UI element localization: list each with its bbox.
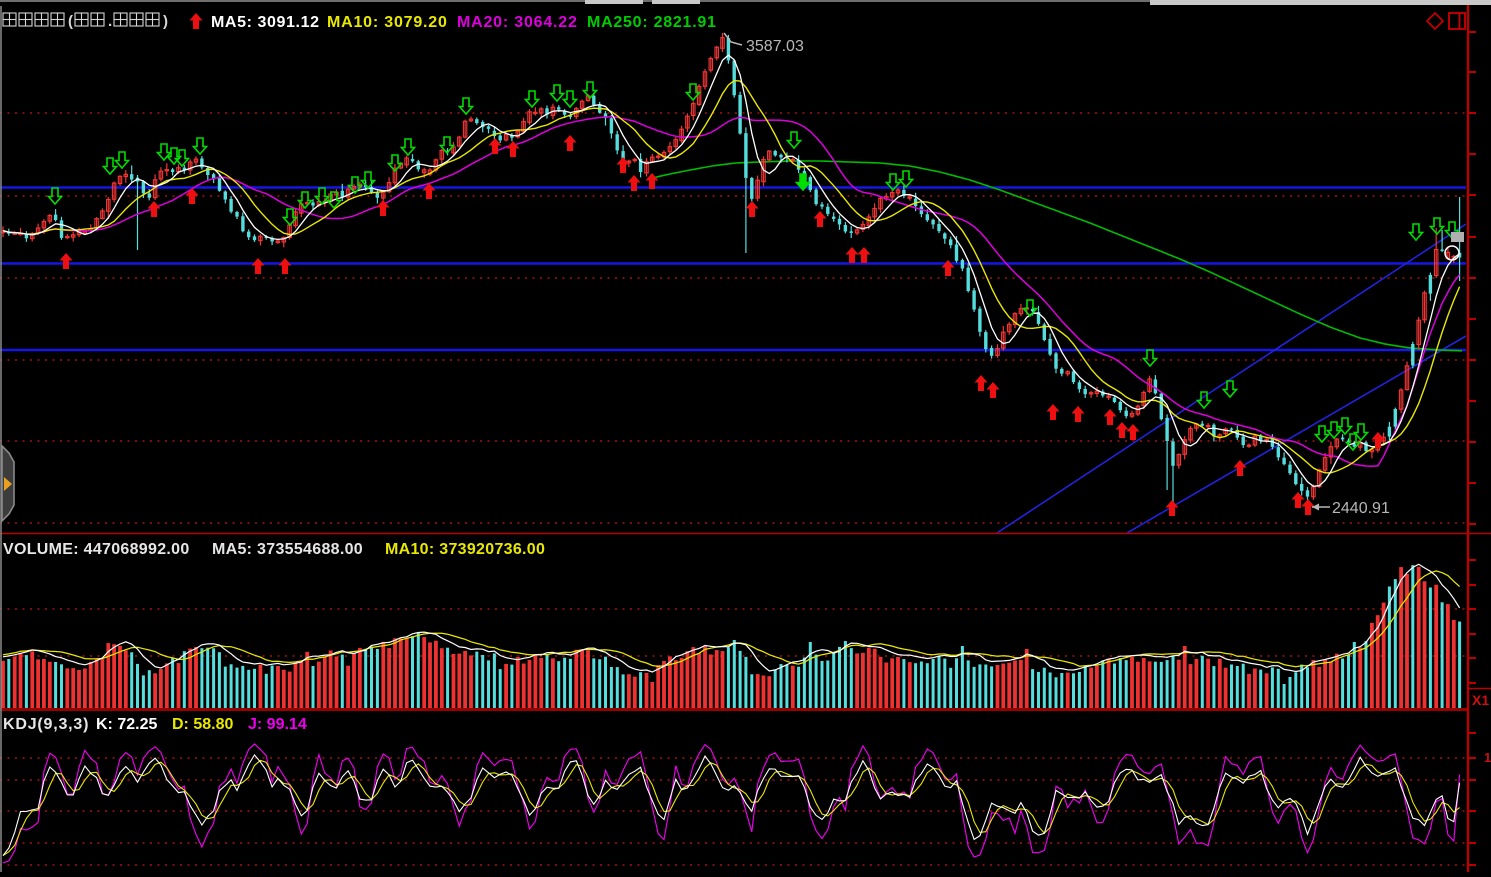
svg-text:MA20: 3064.22: MA20: 3064.22 xyxy=(457,14,578,31)
svg-text:MA5: 373554688.00: MA5: 373554688.00 xyxy=(212,541,363,558)
svg-text:1: 1 xyxy=(1484,750,1491,765)
svg-text:MA10: 373920736.00: MA10: 373920736.00 xyxy=(385,541,545,558)
svg-text:2440.91: 2440.91 xyxy=(1332,500,1390,517)
svg-text:J: 99.14: J: 99.14 xyxy=(248,716,307,733)
svg-text:K: 72.25: K: 72.25 xyxy=(96,716,157,733)
svg-text:MA10: 3079.20: MA10: 3079.20 xyxy=(327,14,448,31)
svg-text:KDJ(9,3,3): KDJ(9,3,3) xyxy=(3,716,89,733)
svg-text:MA250: 2821.91: MA250: 2821.91 xyxy=(587,14,717,31)
svg-text:.: . xyxy=(108,13,112,30)
svg-text:(: ( xyxy=(68,13,73,30)
svg-text:): ) xyxy=(163,13,168,30)
svg-text:D: 58.80: D: 58.80 xyxy=(172,716,233,733)
svg-text:MA5: 3091.12: MA5: 3091.12 xyxy=(211,14,320,31)
svg-text:VOLUME: 447068992.00: VOLUME: 447068992.00 xyxy=(3,541,190,558)
svg-text:3587.03: 3587.03 xyxy=(746,38,804,55)
svg-text:X1: X1 xyxy=(1472,692,1489,708)
